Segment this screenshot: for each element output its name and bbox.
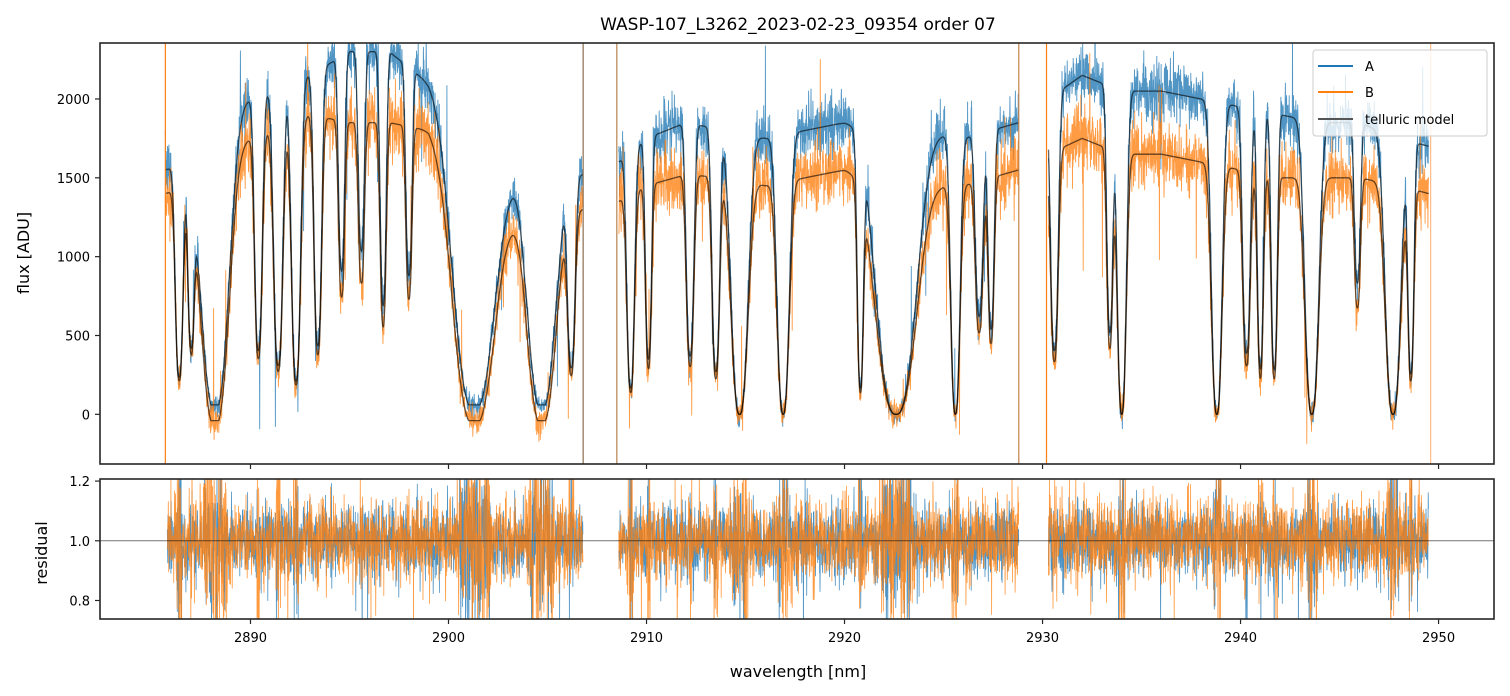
flux-plot-area xyxy=(164,43,1432,464)
residual-plot-area xyxy=(100,479,1494,619)
x-tick-label: 2910 xyxy=(630,631,663,646)
legend-label-b: B xyxy=(1365,86,1374,101)
residual-y-ticks: 0.8 1.0 1.2 xyxy=(69,475,100,609)
y-tick-label: 0.8 xyxy=(69,594,90,609)
residual-y-axis-label: residual xyxy=(32,521,51,584)
flux-y-axis-label: flux [ADU] xyxy=(14,212,33,294)
series-b-residual-line xyxy=(166,479,1429,619)
flux-axes-frame xyxy=(99,42,1495,465)
legend-label-a: A xyxy=(1365,60,1374,75)
legend: A B telluric model xyxy=(1312,49,1488,137)
y-tick-label: 2000 xyxy=(57,93,90,108)
x-tick-label: 2900 xyxy=(432,631,465,646)
flux-x-ticks xyxy=(249,464,1440,469)
legend-label-telluric-model: telluric model xyxy=(1365,113,1454,128)
x-tick-label: 2950 xyxy=(1422,631,1455,646)
legend-item-telluric-model: telluric model xyxy=(1318,113,1454,128)
series-a-flux-line xyxy=(164,43,1429,430)
y-tick-label: 500 xyxy=(65,329,90,344)
x-tick-label: 2890 xyxy=(234,631,267,646)
y-tick-label: 1.2 xyxy=(69,475,90,490)
x-axis-label: wavelength [nm] xyxy=(730,662,867,681)
chart-title: WASP-107_L3262_2023-02-23_09354 order 07 xyxy=(600,15,996,35)
y-tick-label: 1000 xyxy=(57,251,90,266)
residual-axes-frame xyxy=(99,478,1495,620)
x-tick-label: 2920 xyxy=(828,631,861,646)
x-tick-label: 2940 xyxy=(1224,631,1257,646)
y-tick-label: 1500 xyxy=(57,172,90,187)
flux-y-ticks: 0 500 1000 1500 2000 xyxy=(57,93,100,423)
telluric-model-line-b xyxy=(165,115,1429,422)
residual-x-ticks: 2890 2900 2910 2920 2930 2940 2950 xyxy=(234,619,1455,646)
x-tick-label: 2930 xyxy=(1026,631,1059,646)
legend-item-a: A xyxy=(1318,60,1374,75)
legend-box xyxy=(1312,49,1488,137)
y-tick-label: 0 xyxy=(82,408,90,423)
y-tick-label: 1.0 xyxy=(69,535,90,550)
telluric-model-line-a xyxy=(165,51,1429,416)
legend-item-b: B xyxy=(1318,86,1374,101)
